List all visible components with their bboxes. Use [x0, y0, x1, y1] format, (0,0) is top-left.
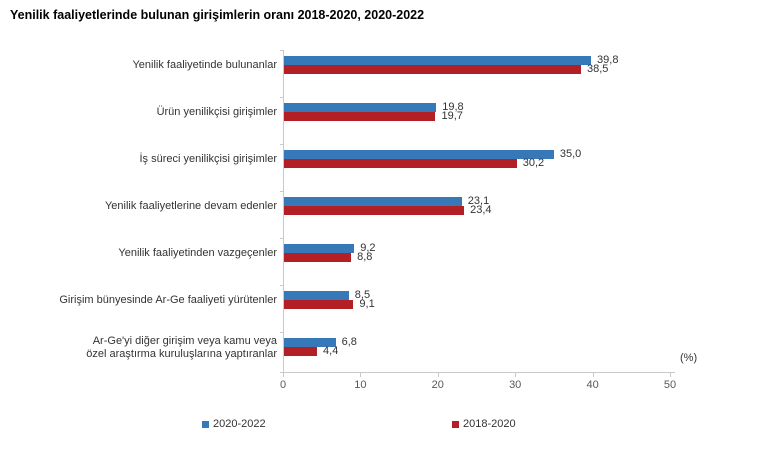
- y-axis-line: [283, 50, 284, 372]
- value-label: 8,8: [357, 251, 373, 263]
- chart-row: Girişim bünyesinde Ar-Ge faaliyeti yürüt…: [0, 285, 760, 332]
- category-label: Ar-Ge'yi diğer girişim veya kamu veya öz…: [86, 334, 277, 360]
- bar-2018-2020: [283, 112, 436, 121]
- chart-row: Yenilik faaliyetinden vazgeçenler 9,2 8,8: [0, 238, 760, 285]
- x-tick-label: 10: [354, 379, 367, 391]
- y-tick-mark: [280, 238, 283, 239]
- category-label: Girişim bünyesinde Ar-Ge faaliyeti yürüt…: [59, 294, 277, 306]
- value-label: 19,7: [441, 110, 463, 122]
- y-tick-mark: [280, 285, 283, 286]
- x-tick-label: 40: [586, 379, 599, 391]
- bar-2018-2020: [283, 253, 352, 262]
- value-label: 38,5: [586, 63, 609, 75]
- plot-area: Yenilik faaliyetinde bulunanlar 39,8 38,5 Ü…: [0, 50, 760, 395]
- bar-2018-2020: [283, 300, 354, 309]
- chart-row: Yenilik faaliyetlerine devam edenler 23,1…: [0, 191, 760, 238]
- legend-item-2018-2020: 2018-2020: [452, 418, 516, 430]
- x-tick-mark: [670, 373, 671, 377]
- category-label: İş süreci yenilikçisi girişimler: [139, 153, 277, 165]
- value-label: 23,1: [467, 195, 490, 207]
- x-axis-line: [283, 372, 675, 373]
- bar-2020-2022: [283, 56, 592, 65]
- category-label: Yenilik faaliyetlerine devam edenler: [104, 200, 277, 212]
- axis-unit-label: (%): [680, 352, 698, 364]
- legend-swatch-icon: [202, 420, 209, 428]
- bar-2018-2020: [283, 65, 581, 74]
- bar-2020-2022: [283, 197, 462, 206]
- bar-2018-2020: [283, 206, 465, 215]
- x-tick-label: 50: [663, 379, 677, 391]
- x-tick-label: 20: [431, 379, 444, 391]
- category-label: Yenilik faaliyetinden vazgeçenler: [118, 247, 277, 259]
- y-tick-mark: [280, 144, 283, 145]
- legend-label: 2018-2020: [463, 418, 516, 430]
- y-tick-mark: [280, 191, 283, 192]
- y-tick-mark: [280, 97, 283, 98]
- x-tick-mark: [437, 373, 439, 377]
- value-label: 19,8: [442, 101, 464, 113]
- value-label: 30,2: [522, 157, 545, 169]
- value-label: 23,4: [470, 204, 492, 216]
- legend-swatch-icon: [452, 420, 459, 428]
- bar-2020-2022: [283, 291, 349, 300]
- y-tick-mark: [280, 372, 283, 373]
- value-label: 9,1: [359, 298, 375, 310]
- bar-2020-2022: [283, 338, 336, 347]
- category-label: Yenilik faaliyetinde bulunanlar: [132, 59, 277, 71]
- value-label: 4,4: [323, 345, 339, 357]
- y-tick-mark: [280, 332, 283, 333]
- x-tick-label: 0: [279, 379, 287, 391]
- value-label: 6,8: [341, 336, 357, 348]
- legend-item-2020-2022: 2020-2022: [202, 418, 266, 430]
- x-tick-label: 30: [509, 379, 522, 391]
- chart-title: Yenilik faaliyetlerinde bulunan girişiml…: [10, 8, 425, 22]
- chart-row: Yenilik faaliyetinde bulunanlar 39,8 38,5: [0, 50, 760, 97]
- bar-2020-2022: [283, 103, 437, 112]
- value-label: 8,5: [354, 289, 371, 301]
- chart-row: Ürün yenilikçisi girişimler 19,8 19,7: [0, 97, 760, 144]
- legend: 2020-2022 2018-2020: [0, 418, 760, 432]
- bar-2018-2020: [283, 159, 517, 168]
- category-label: Ürün yenilikçisi girişimler: [156, 106, 277, 118]
- chart-row: Ar-Ge'yi diğer girişim veya kamu veya öz…: [0, 332, 760, 379]
- x-tick-mark: [592, 373, 594, 377]
- legend-label: 2020-2022: [213, 418, 266, 430]
- bar-2018-2020: [283, 347, 318, 356]
- x-tick-mark: [283, 373, 284, 377]
- value-label: 35,0: [559, 148, 582, 160]
- bar-2020-2022: [283, 244, 355, 253]
- chart-row: İş süreci yenilikçisi girişimler 35,0 30,2: [0, 144, 760, 191]
- x-tick-mark: [360, 373, 362, 377]
- value-label: 39,8: [597, 54, 619, 66]
- x-tick-mark: [515, 373, 517, 377]
- value-label: 9,2: [360, 242, 376, 254]
- bar-2020-2022: [283, 150, 554, 159]
- y-tick-mark: [280, 50, 283, 51]
